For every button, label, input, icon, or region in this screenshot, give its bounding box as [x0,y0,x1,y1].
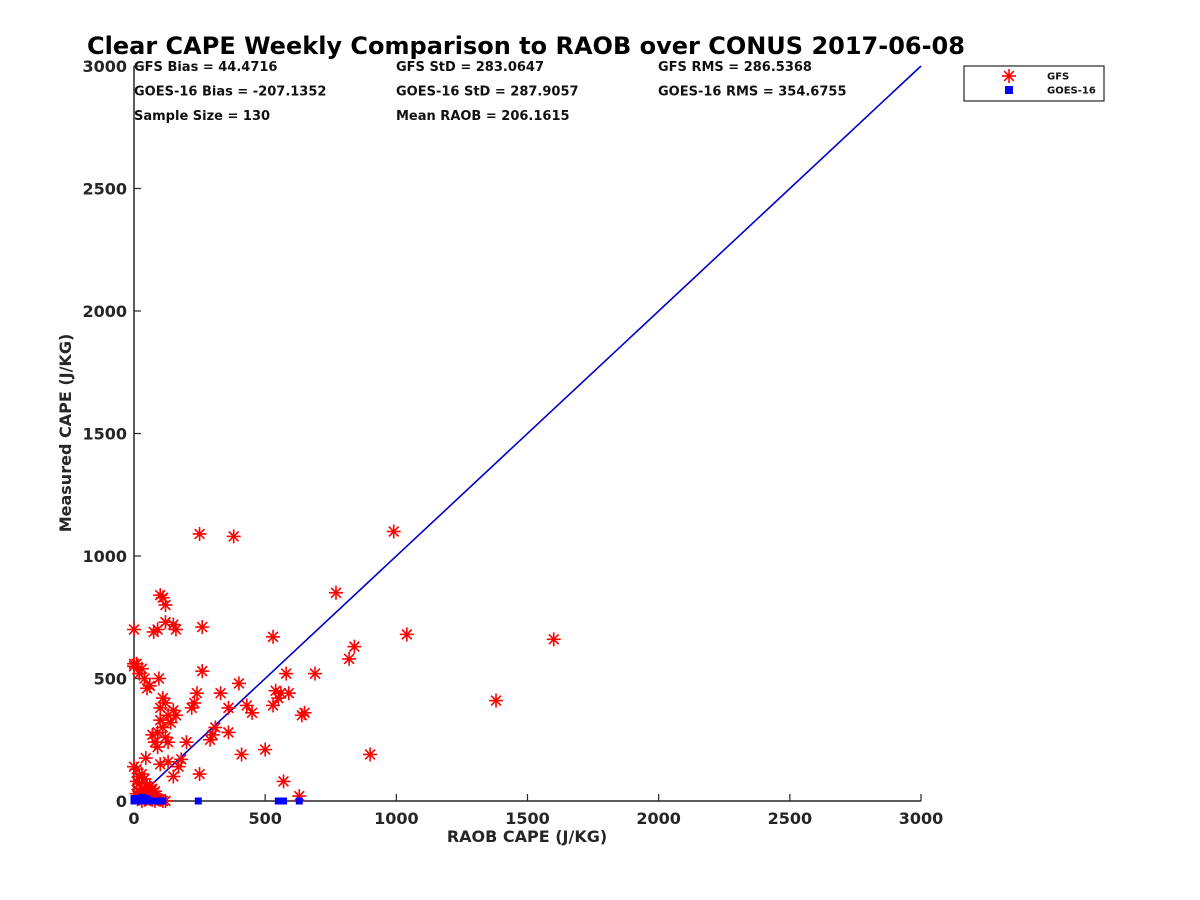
goes-16-point [194,797,202,805]
stat-text: Mean RAOB = 206.1615 [396,109,570,124]
gfs-point [221,725,236,740]
gfs-point [192,526,207,541]
gfs-point [226,529,241,544]
reference-line [133,65,922,802]
gfs-point [234,747,249,762]
goes-16-point [295,797,303,805]
gfs-point [279,666,294,681]
gfs-point [239,698,254,713]
gfs-point [153,757,168,772]
gfs-point [155,720,170,735]
gfs-point [168,622,183,637]
gfs-point [546,632,561,647]
one-to-one-line [133,65,922,802]
gfs-point [363,747,378,762]
statistics-text: GFS Bias = 44.4716 GFS StD = 283.0647 GFS … [134,60,847,124]
gfs-point [347,639,362,654]
legend-goes-16-marker [1005,86,1013,94]
y-tick-label: 2500 [82,180,127,199]
gfs-point [489,693,504,708]
stat-text: GFS Bias = 44.4716 [134,60,277,75]
y-tick-label: 1000 [82,547,127,566]
y-tick-label: 1500 [82,425,127,444]
gfs-point [221,700,236,715]
gfs-point [158,598,173,612]
axis-ticks: 0 500 1000 1500 2000 2500 3000 0 500 1000 1500 2000… [82,57,943,828]
x-tick-label: 1500 [505,809,550,828]
gfs-point [161,735,176,750]
gfs-point [138,751,153,766]
goes-16-point [159,797,167,805]
gfs-point [231,676,246,691]
x-axis-label: RAOB CAPE (J/KG) [447,827,607,846]
y-axis-label: Measured CAPE (J/KG) [56,334,75,533]
gfs-point [328,585,343,600]
data-points [127,524,561,808]
goes-16-point [280,797,288,805]
stat-text: Sample Size = 130 [134,109,270,124]
gfs-point [158,696,173,710]
legend-gfs-label: GFS [1047,72,1069,83]
gfs-point [150,622,165,637]
gfs-point [276,774,291,789]
legend-gfs-marker [1002,69,1016,83]
y-tick-label: 3000 [82,57,127,76]
y-tick-label: 0 [116,792,127,811]
gfs-point [245,705,260,720]
stat-text: GFS StD = 283.0647 [396,60,544,75]
legend: GFS GOES-16 [963,65,1105,102]
legend-goes-16-label: GOES-16 [1047,86,1096,97]
x-tick-label: 3000 [899,809,944,828]
gfs-point [147,784,162,799]
stat-text: GOES-16 RMS = 354.6755 [658,85,847,100]
gfs-point [342,651,357,666]
gfs-point [213,686,228,701]
gfs-point [195,620,210,635]
gfs-point [166,769,181,784]
y-tick-label: 500 [94,670,127,689]
gfs-point [168,708,183,723]
x-tick-label: 500 [248,809,281,828]
gfs-point [151,671,166,686]
y-tick-label: 2000 [82,302,127,321]
gfs-point [281,686,296,701]
chart-title: Clear CAPE Weekly Comparison to RAOB ove… [87,32,965,60]
goes-16-point [143,795,151,803]
gfs-point [208,720,223,735]
gfs-point [146,624,161,639]
gfs-point [163,715,178,730]
gfs-point [195,664,210,679]
gfs-point [308,666,323,681]
x-tick-label: 1000 [374,809,419,828]
x-tick-label: 0 [128,809,139,828]
gfs-point [399,627,414,642]
x-tick-label: 2500 [768,809,813,828]
legend-box [963,65,1105,102]
gfs-point [179,735,194,750]
gfs-point [142,678,157,693]
gfs-point [266,629,281,644]
gfs-point [386,524,401,539]
gfs-point [150,740,165,755]
gfs-point [258,742,273,757]
gfs-point [297,705,312,720]
stat-text: GFS RMS = 286.5368 [658,60,812,75]
stat-text: GOES-16 Bias = -207.1352 [134,85,326,100]
gfs-point [266,698,281,713]
goes-16-point [274,797,282,805]
gfs-point [189,686,204,701]
gfs-point [127,622,141,637]
gfs-point [174,752,189,767]
stat-text: GOES-16 StD = 287.9057 [396,85,579,100]
gfs-point [187,696,202,710]
gfs-point [192,767,207,782]
x-tick-label: 2000 [636,809,681,828]
